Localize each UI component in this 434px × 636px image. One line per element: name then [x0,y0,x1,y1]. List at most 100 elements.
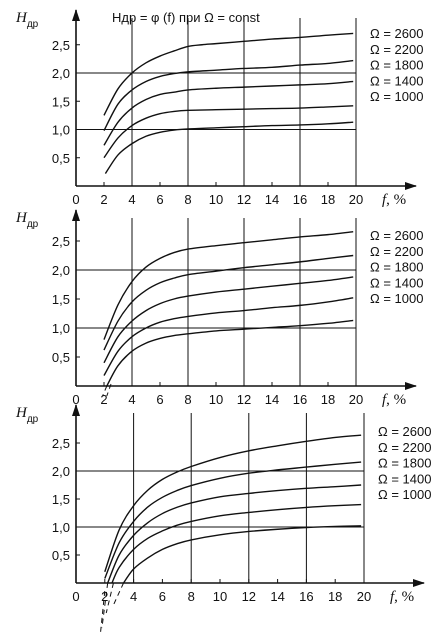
x-axis-arrow [413,579,425,587]
x-tick-label: 2 [101,589,108,604]
x-tick-label: 0 [72,392,79,407]
y-tick-label: 1,5 [52,492,70,507]
series-line-3 [103,276,354,364]
series-line-2 [104,461,362,579]
extrapolation-dash [101,582,109,629]
series-line-5 [122,525,362,584]
legend-entry: Ω = 1000 [370,291,423,306]
legend-entry: Ω = 2600 [370,228,423,243]
y-tick-label: 1,5 [52,94,70,109]
y-axis-arrow [72,209,80,221]
x-axis-label: f, % [382,192,406,208]
series-line-1 [104,434,362,573]
series-line-4 [111,503,362,584]
y-tick-label: 1,0 [52,520,70,535]
extrapolation-dash [112,582,124,606]
y-axis-label: Hдр [15,10,39,30]
series-line-2 [103,254,354,351]
y-axis-label: Hдр [15,405,39,425]
extrapolation-dash [106,383,112,397]
legend-entry: Ω = 1400 [370,275,423,290]
legend-entry: Ω = 1000 [378,487,431,502]
x-tick-label: 12 [237,392,251,407]
x-tick-label: 14 [270,589,284,604]
x-tick-label: 8 [184,392,191,407]
x-tick-label: 20 [357,589,371,604]
y-tick-label: 1,5 [52,292,70,307]
series-line-5 [106,319,354,387]
series-line-2 [103,59,354,131]
x-tick-label: 6 [159,589,166,604]
x-tick-label: 10 [209,392,223,407]
figure-title: Hдр = φ (f) при Ω = const [112,10,260,25]
series-line-4 [103,297,354,376]
x-tick-label: 10 [213,589,227,604]
y-tick-label: 2,5 [52,234,70,249]
x-tick-label: 18 [321,392,335,407]
y-tick-label: 1,0 [52,123,70,138]
y-tick-label: 0,5 [52,548,70,563]
y-tick-label: 2,5 [52,436,70,451]
y-tick-label: 2,5 [52,38,70,53]
y-tick-label: 2,0 [52,66,70,81]
x-axis-arrow [405,182,417,190]
legend-entry: Ω = 2200 [370,42,423,57]
extrapolation-dash [102,385,108,397]
x-tick-label: 18 [321,192,335,207]
x-tick-label: 16 [293,392,307,407]
legend-entry: Ω = 2600 [378,424,431,439]
chart-panel-1: 0 2 4 6 8 10 12 14 16 18 20 0,5 1,0 1,5 2,0 2,5 Hдр f, % Ω… [15,9,423,208]
legend-entry: Ω = 1800 [378,456,431,471]
x-tick-label: 6 [156,392,163,407]
extrapolation-dash [99,590,106,634]
x-axis-label: f, % [390,589,414,605]
x-tick-label: 20 [349,192,363,207]
legend-entry: Ω = 1800 [370,58,423,73]
y-tick-label: 0,5 [52,151,70,166]
legend-entry: Ω = 1800 [370,260,423,275]
x-tick-label: 20 [349,392,363,407]
x-tick-label: 8 [188,589,195,604]
x-tick-label: 18 [328,589,342,604]
legend-entry: Ω = 2200 [370,244,423,259]
y-tick-label: 2,0 [52,263,70,278]
x-tick-label: 12 [242,589,256,604]
x-tick-label: 4 [128,192,135,207]
series-line-5 [104,121,354,174]
x-axis-label: f, % [382,392,406,408]
x-tick-label: 12 [237,192,251,207]
series-line-3 [103,80,354,146]
y-tick-label: 2,0 [52,464,70,479]
legend-entry: Ω = 2200 [378,440,431,455]
x-tick-label: 6 [156,192,163,207]
x-tick-label: 2 [100,392,107,407]
y-tick-label: 1,0 [52,321,70,336]
series-line-4 [103,105,354,159]
series-line-3 [107,484,362,584]
x-tick-label: 8 [184,192,191,207]
x-tick-label: 16 [293,192,307,207]
series-line-1 [103,231,354,340]
x-axis-arrow [405,382,417,390]
y-tick-label: 0,5 [52,350,70,365]
x-tick-label: 4 [130,589,137,604]
legend-entry: Ω = 1400 [378,471,431,486]
x-tick-label: 0 [72,192,79,207]
y-axis-arrow [72,9,80,21]
x-tick-label: 10 [209,192,223,207]
y-axis-arrow [72,404,80,416]
legend-entry: Ω = 2600 [370,26,423,41]
x-tick-label: 2 [100,192,107,207]
y-axis-label: Hдр [15,210,39,230]
legend-entry: Ω = 1400 [370,73,423,88]
x-tick-label: 4 [128,392,135,407]
x-tick-label: 14 [265,192,279,207]
chart-panel-2: 0 2 4 6 8 10 12 14 16 18 20 0,5 1,0 1,5 2,0 2,5 Hдр f, % Ω… [15,209,423,408]
x-tick-label: 0 [72,589,79,604]
chart-panel-3: 0 2 4 6 8 10 12 14 16 18 20 0,5 1,0 1,5 2,0 2,5 Hдр f, % Ω… [15,404,431,634]
legend-entry: Ω = 1000 [370,89,423,104]
x-tick-label: 14 [265,392,279,407]
x-tick-label: 16 [299,589,313,604]
